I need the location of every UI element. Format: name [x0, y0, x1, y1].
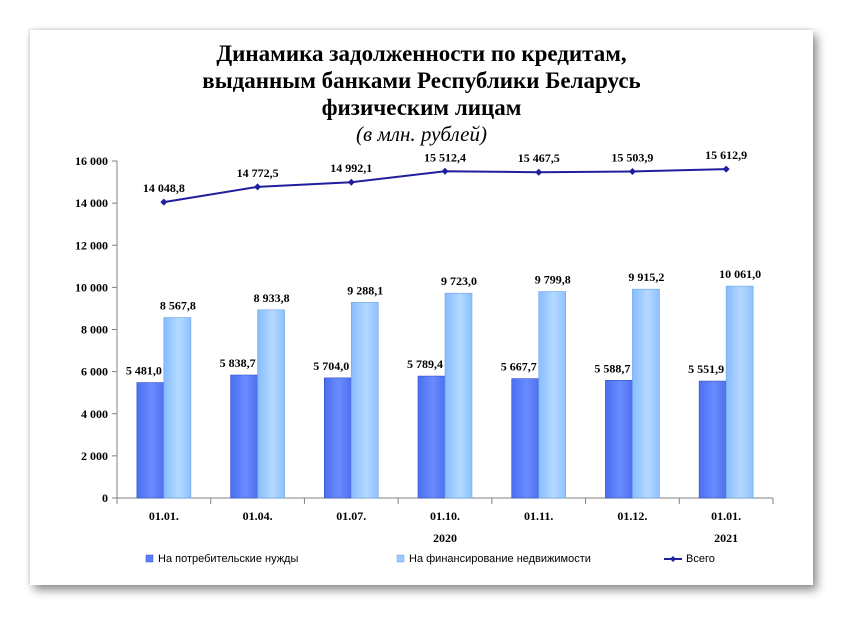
x-tick-label: 01.04. — [243, 509, 273, 523]
legend-swatch-consumer — [145, 554, 154, 563]
data-label-consumer: 5 838,7 — [220, 356, 256, 370]
year-group-label: 2021 — [714, 531, 738, 545]
x-tick-label: 01.07. — [336, 509, 366, 523]
bar-consumer — [417, 375, 446, 499]
chart-title-line-1: Динамика задолженности по кредитам, — [216, 41, 627, 66]
bar-consumer — [136, 382, 165, 499]
chart-title-line-2: выданным банками Республики Беларусь — [202, 68, 641, 93]
data-label-total: 14 992,1 — [330, 161, 372, 175]
y-tick-label: 6 000 — [81, 365, 108, 379]
x-tick-label: 01.01. — [711, 509, 741, 523]
total-series-marker — [628, 167, 636, 175]
bar-real-estate — [538, 291, 567, 499]
data-label-real-estate: 8 567,8 — [160, 299, 196, 313]
y-tick-label: 4 000 — [81, 407, 108, 421]
data-label-total: 15 512,4 — [424, 150, 466, 164]
data-label-consumer: 5 551,9 — [688, 362, 724, 376]
y-tick-label: 10 000 — [75, 280, 108, 294]
bar-consumer — [511, 378, 540, 499]
legend-marker-total — [670, 556, 676, 562]
total-series-marker — [535, 168, 543, 176]
total-series-marker — [722, 165, 730, 173]
data-label-consumer: 5 704,0 — [313, 359, 349, 373]
data-label-real-estate: 9 915,2 — [628, 270, 664, 284]
data-label-consumer: 5 481,0 — [126, 364, 162, 378]
bar-consumer — [230, 374, 258, 499]
total-series-marker — [160, 198, 168, 206]
chart-title-line-3: физическим лицам — [321, 95, 522, 120]
bar-real-estate — [350, 302, 379, 499]
total-series-marker — [441, 167, 449, 175]
data-label-total: 15 503,9 — [611, 150, 653, 164]
chart-subtitle: (в млн. рублей) — [356, 122, 487, 146]
bar-real-estate — [163, 317, 192, 499]
data-label-real-estate: 9 723,0 — [441, 274, 477, 288]
y-tick-label: 2 000 — [81, 449, 108, 463]
y-tick-label: 0 — [102, 491, 108, 505]
total-series-marker — [254, 183, 262, 191]
data-label-total: 15 612,9 — [705, 148, 747, 162]
x-tick-label: 01.12. — [617, 509, 647, 523]
y-tick-label: 8 000 — [81, 323, 108, 337]
y-tick-label: 16 000 — [75, 154, 108, 168]
total-series-marker — [347, 178, 355, 186]
chart-title-block: Динамика задолженности по кредитам, выда… — [30, 40, 813, 147]
x-tick-label: 01.10. — [430, 509, 460, 523]
data-label-real-estate: 9 288,1 — [347, 283, 383, 297]
year-group-label: 2020 — [433, 531, 457, 545]
legend-swatch-real-estate — [396, 554, 405, 563]
y-tick-label: 12 000 — [75, 238, 108, 252]
data-label-real-estate: 10 061,0 — [719, 267, 761, 281]
bar-consumer — [323, 377, 352, 499]
bar-real-estate — [725, 285, 754, 499]
x-tick-label: 01.11. — [524, 509, 553, 523]
legend-label-total: Всего — [686, 553, 715, 565]
y-tick-label: 14 000 — [75, 196, 108, 210]
legend-label-consumer: На потребительские нужды — [158, 553, 298, 565]
bar-real-estate — [257, 309, 285, 499]
data-label-total: 14 772,5 — [237, 166, 279, 180]
legend-label-real-estate: На финансирование недвижимости — [409, 553, 591, 565]
data-label-real-estate: 9 799,8 — [535, 273, 571, 287]
data-label-consumer: 5 667,7 — [501, 360, 537, 374]
data-label-total: 14 048,8 — [143, 181, 185, 195]
bar-consumer — [698, 380, 727, 499]
bar-real-estate — [632, 288, 660, 499]
bar-real-estate — [444, 292, 473, 499]
x-tick-label: 01.01. — [149, 509, 179, 523]
data-label-consumer: 5 789,4 — [407, 357, 443, 371]
data-label-total: 15 467,5 — [518, 151, 560, 165]
data-label-consumer: 5 588,7 — [594, 361, 630, 375]
data-label-real-estate: 8 933,8 — [254, 291, 290, 305]
bar-consumer — [605, 379, 633, 499]
